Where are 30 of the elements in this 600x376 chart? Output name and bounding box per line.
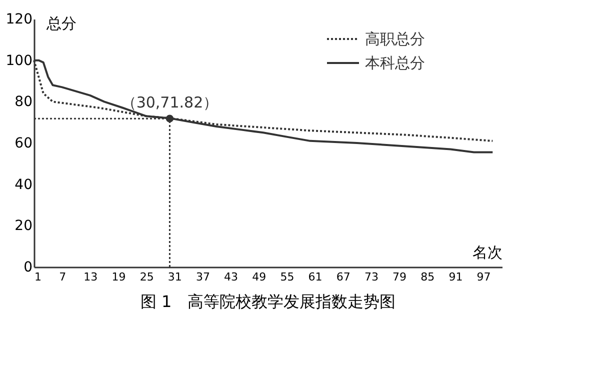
- caption: 图 1 高等院校教学发展指数走势图: [140, 292, 396, 311]
- x-tick-label: 79: [392, 270, 407, 284]
- x-tick-label: 61: [308, 270, 322, 284]
- x-tick-label: 19: [112, 270, 126, 284]
- x-tick-label: 1: [34, 270, 42, 284]
- x-tick-label: 73: [364, 270, 378, 284]
- x-tick-label: 25: [140, 270, 154, 284]
- x-tick-label: 43: [224, 270, 238, 284]
- annotation: （30,71.82）: [121, 94, 218, 112]
- legend-label: 本科总分: [365, 54, 425, 72]
- y-tick-label: 40: [14, 176, 32, 193]
- y-tick-label: 0: [24, 260, 32, 276]
- x-tick-label: 7: [59, 270, 66, 284]
- x-tick-label: 31: [168, 270, 182, 284]
- y-tick-label: 100: [6, 52, 32, 69]
- y-tick-label: 20: [14, 218, 32, 234]
- x-tick-label: 67: [336, 270, 350, 284]
- legend-label: 高职总分: [365, 30, 425, 48]
- x-tick-label: 97: [476, 270, 491, 284]
- x-tick-label: 37: [196, 270, 210, 284]
- x-tick-label: 85: [420, 270, 435, 284]
- x-tick-label: 13: [84, 270, 98, 284]
- x-tick-label: 91: [448, 270, 463, 284]
- y-tick-label: 120: [6, 12, 32, 28]
- x-tick-label: 55: [280, 270, 294, 284]
- y-tick-label: 60: [14, 136, 32, 152]
- y-axis-title: 总分: [46, 14, 76, 32]
- y-tick-label: 80: [14, 94, 32, 110]
- x-tick-label: 49: [252, 270, 266, 284]
- x-axis-title: 名次: [472, 244, 502, 262]
